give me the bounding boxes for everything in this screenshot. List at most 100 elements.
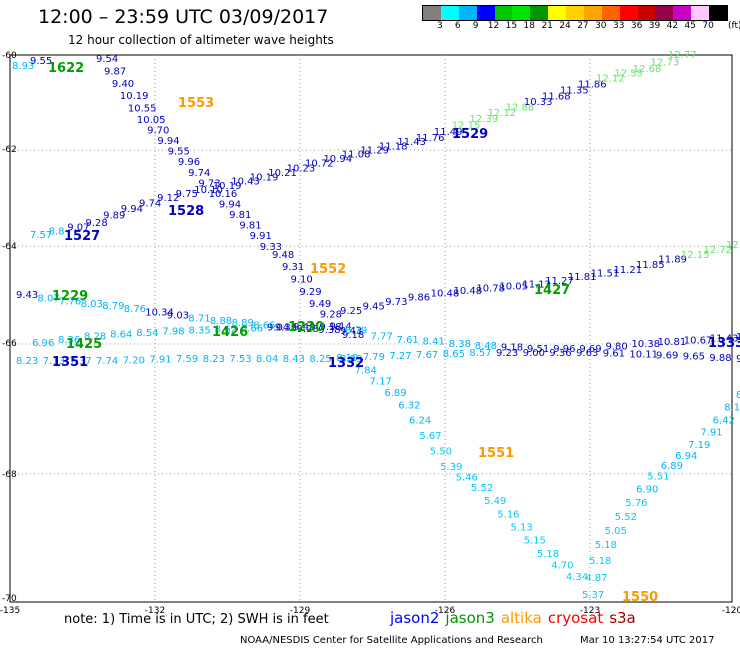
colorbar-tick-label: 18 bbox=[523, 21, 536, 31]
colorbar-tick-label: 33 bbox=[612, 21, 625, 31]
wave-height-value: 9.36 bbox=[549, 348, 571, 359]
wave-height-value: 5.76 bbox=[625, 498, 647, 509]
wave-height-value: 9.88 bbox=[709, 353, 731, 364]
wave-height-value: 8.41 bbox=[423, 336, 445, 347]
wave-height-value: 11.29 bbox=[360, 145, 389, 156]
wave-height-value: 9.18 bbox=[319, 322, 341, 333]
colorbar-tick-label: 15 bbox=[505, 21, 518, 31]
wave-height-value: 9.12 bbox=[157, 193, 179, 204]
wave-height-value: 9.49 bbox=[309, 299, 331, 310]
wave-height-value: 4.34 bbox=[566, 572, 588, 583]
lat-label: -70 bbox=[2, 594, 17, 604]
wave-height-value: 9.32 bbox=[736, 354, 740, 365]
track-id-1529: 1529 bbox=[452, 127, 488, 142]
wave-height-value: 8.1 bbox=[724, 403, 740, 414]
colorbar-swatch bbox=[709, 6, 727, 20]
wave-height-value: 11.86 bbox=[578, 79, 607, 90]
wave-height-value: 8.36 bbox=[58, 335, 80, 346]
wave-height-value: 10.21 bbox=[268, 168, 297, 179]
colorbar-labels: 3 6 9 12 15 18 21 24 27 30 33 36 39 42 45 70 bbox=[422, 21, 726, 33]
wave-height-value: 12.12 bbox=[487, 108, 516, 119]
lon-label: -126 bbox=[435, 606, 456, 616]
wave-height-value: 8.48 bbox=[475, 341, 497, 352]
wave-height-value: 5.18 bbox=[595, 540, 617, 551]
wave-height-value: 10.78 bbox=[476, 283, 505, 294]
wave-height-value: 9.65 bbox=[683, 352, 705, 363]
wave-height-value: 8.54 bbox=[136, 328, 158, 339]
lat-label: -62 bbox=[2, 145, 17, 155]
wave-height-value: 9.75 bbox=[176, 189, 198, 200]
lat-label: -60 bbox=[2, 51, 17, 61]
wave-height-value: 12.73 bbox=[651, 57, 680, 68]
wave-height-value: 8.88 bbox=[210, 316, 232, 327]
colorbar-tick-label: 42 bbox=[666, 21, 679, 31]
colorbar-swatch bbox=[512, 6, 531, 20]
wave-height-value: 8.65 bbox=[443, 349, 465, 360]
wave-height-value: 5.16 bbox=[497, 509, 519, 520]
colorbar-unit: (ft) bbox=[728, 21, 740, 31]
wave-height-value: 9.07 bbox=[67, 223, 89, 234]
wave-height-value: 5.18 bbox=[589, 556, 611, 567]
lon-label: -120 bbox=[722, 606, 740, 616]
wave-height-value: 11.27 bbox=[545, 276, 574, 287]
colorbar-swatch bbox=[583, 6, 602, 20]
wave-height-value: 8.35 bbox=[189, 326, 211, 337]
wave-height-value: 8.04 bbox=[256, 354, 278, 365]
wave-height-value: 7.37 bbox=[69, 356, 91, 367]
wave-height-value: 9.70 bbox=[147, 126, 169, 137]
wave-height-value: 10.94 bbox=[323, 154, 352, 165]
wave-height-value: 7.57 bbox=[30, 230, 52, 241]
wave-height-value: 9.55 bbox=[168, 147, 190, 158]
colorbar-swatch bbox=[440, 6, 459, 20]
footer-note: note: 1) Time is in UTC; 2) SWH is in fe… bbox=[64, 612, 329, 627]
wave-height-value: 5.18 bbox=[537, 549, 559, 560]
wave-height-value: 7.59 bbox=[176, 354, 198, 365]
wave-height-value: 10.11 bbox=[629, 349, 658, 360]
wave-height-value: 11.12 bbox=[522, 280, 551, 291]
wave-height-value: 8.66 bbox=[241, 324, 263, 335]
wave-height-value: 7.13 bbox=[43, 356, 65, 367]
track-id-1230: 1230 bbox=[288, 320, 324, 335]
wave-height-value: 6.94 bbox=[675, 451, 697, 462]
colorbar-tick-label: 21 bbox=[541, 21, 553, 31]
lon-label: -123 bbox=[580, 606, 600, 616]
wave-height-value: 9.04 bbox=[267, 323, 289, 334]
wave-height-value: 8.79 bbox=[345, 326, 367, 337]
wave-height-value: 11.49 bbox=[434, 127, 463, 138]
wave-height-value: 7.27 bbox=[389, 351, 411, 362]
colorbar-swatch bbox=[423, 6, 441, 20]
wave-height-value: 9.86 bbox=[408, 292, 430, 303]
wave-height-value: 5.50 bbox=[430, 447, 452, 458]
colorbar-swatch bbox=[601, 6, 620, 20]
wave-height-value: 8.19 bbox=[336, 353, 358, 364]
colorbar-tick-label: 30 bbox=[595, 21, 607, 31]
colorbar-tick-label: 36 bbox=[630, 21, 643, 31]
track-id-1425: 1425 bbox=[66, 337, 102, 352]
wave-height-value: 11.85 bbox=[636, 260, 665, 271]
wave-height-value: 10.23 bbox=[287, 163, 316, 174]
wave-height-value: 8.89 bbox=[232, 318, 254, 329]
wave-height-value: 5.39 bbox=[440, 462, 462, 473]
wave-height-value: 11.89 bbox=[658, 254, 687, 265]
wave-height-value: 4.70 bbox=[551, 561, 573, 572]
wave-height-value: 9.80 bbox=[605, 341, 627, 352]
wave-height-value: 9.51 bbox=[527, 344, 549, 355]
wave-height-value: 5.51 bbox=[647, 471, 669, 482]
track-id-1552: 1552 bbox=[310, 262, 346, 277]
wave-height-value: 11.08 bbox=[342, 150, 371, 161]
wave-height-value: 7.79 bbox=[363, 352, 385, 363]
colorbar-tick-label: 24 bbox=[559, 21, 571, 31]
wave-height-value: 9.33 bbox=[260, 242, 282, 253]
page-title: 12:00 – 23:59 UTC 03/09/2017 bbox=[38, 6, 329, 28]
track-id-1426: 1426 bbox=[212, 325, 248, 340]
colorbar-swatch bbox=[530, 6, 549, 20]
colorbar-swatch bbox=[655, 6, 674, 20]
wave-height-value: 11.21 bbox=[613, 265, 642, 276]
wave-height-value: 11.35 bbox=[560, 85, 589, 96]
wave-height-value: 7.98 bbox=[162, 327, 184, 338]
wave-height-value: 9.45 bbox=[363, 301, 385, 312]
wave-height-value: 9.00 bbox=[523, 348, 545, 359]
colorbar-swatch bbox=[619, 6, 638, 20]
colorbar-tick-label: 9 bbox=[472, 21, 479, 31]
